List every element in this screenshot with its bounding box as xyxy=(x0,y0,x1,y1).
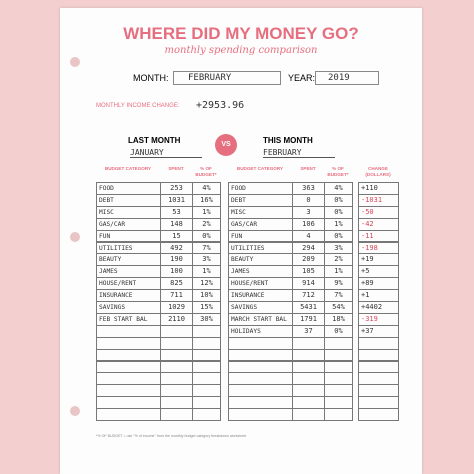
title: WHERE DID MY MONEY GO? xyxy=(123,24,359,43)
year-label: YEAR: xyxy=(288,73,316,83)
month-box xyxy=(173,71,281,85)
table-cell xyxy=(192,408,221,421)
this-heading: THIS MONTH xyxy=(263,136,313,145)
vs-badge: VS xyxy=(215,134,237,156)
last-heading: LAST MONTH xyxy=(128,136,181,145)
hole xyxy=(70,232,80,242)
change-cell xyxy=(358,408,399,421)
table-cell xyxy=(96,408,161,421)
column-header: BUDGET CATEGORY xyxy=(236,166,284,171)
column-header: SPENT xyxy=(300,166,316,171)
month: FEBRUARY xyxy=(188,73,232,83)
column-header: BUDGET CATEGORY xyxy=(104,166,152,171)
footnote: *% OF BUDGET = use "% of income" from th… xyxy=(96,434,247,438)
income-label: MONTHLY INCOME CHANGE: xyxy=(96,103,180,109)
hole xyxy=(70,406,80,416)
column-header: SPENT xyxy=(168,166,184,171)
table-cell xyxy=(292,408,325,421)
income-change: +2953.96 xyxy=(196,100,245,111)
table-cell xyxy=(160,408,193,421)
column-header: % OF BUDGET* xyxy=(327,166,349,177)
this-month: FEBRUARY xyxy=(263,148,335,158)
year-box xyxy=(315,71,379,85)
column-header: % OF BUDGET* xyxy=(195,166,217,177)
hole xyxy=(70,57,80,67)
year: 2019 xyxy=(328,73,350,83)
last-month: JANUARY xyxy=(130,148,202,158)
month-label: MONTH: xyxy=(133,73,169,83)
subtitle: monthly spending comparison xyxy=(164,45,318,56)
table-cell xyxy=(324,408,353,421)
column-header: CHANGE (DOLLARS) xyxy=(365,166,391,177)
table-cell xyxy=(228,408,293,421)
